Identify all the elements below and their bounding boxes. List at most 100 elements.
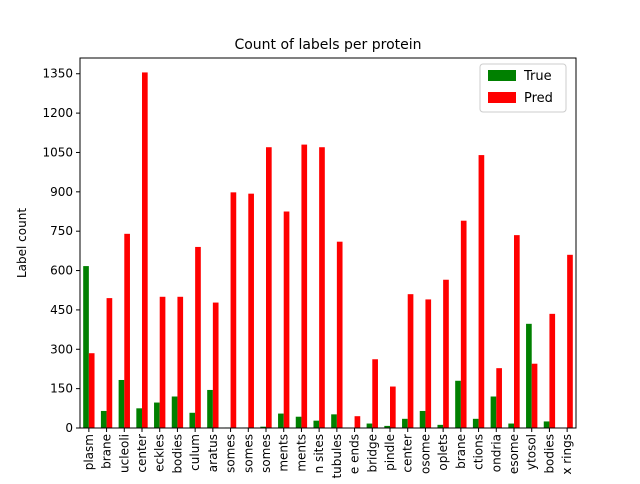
x-tick-label: bridge bbox=[365, 434, 379, 473]
bar-true bbox=[526, 323, 532, 428]
x-tick-label: ments bbox=[294, 434, 308, 472]
x-tick-label: e ends bbox=[348, 434, 362, 474]
x-tick-label: oplets bbox=[436, 434, 450, 471]
bar-pred bbox=[514, 235, 520, 428]
bar-pred bbox=[390, 386, 396, 428]
bar-true bbox=[419, 410, 426, 428]
y-tick-label: 900 bbox=[50, 185, 73, 199]
x-tick-label: somes bbox=[259, 434, 273, 473]
bar-pred bbox=[248, 193, 254, 428]
x-tick-label: osome bbox=[418, 434, 432, 474]
bar-pred bbox=[460, 220, 467, 428]
plot-area: 0 150 300 450 600 750 900 1050 1200 1350 plasm bran… bbox=[42, 57, 577, 479]
bar-pred bbox=[283, 211, 290, 428]
x-tick-label: brane bbox=[100, 434, 114, 469]
x-tick-label: somes bbox=[241, 434, 255, 473]
bar-pred bbox=[88, 353, 95, 428]
y-tick-label: 1050 bbox=[42, 145, 73, 159]
bar-true bbox=[154, 402, 160, 428]
legend: True Pred bbox=[479, 63, 567, 113]
x-tick-label: aratus bbox=[206, 434, 220, 472]
x-tick-label: bodies bbox=[170, 434, 184, 474]
chart-title: Count of labels per protein bbox=[234, 37, 421, 53]
x-tick-label: eckles bbox=[153, 434, 167, 472]
y-tick-label: 600 bbox=[50, 264, 73, 278]
bar-true bbox=[295, 416, 302, 428]
bar-pred bbox=[407, 294, 414, 428]
bar-true bbox=[136, 408, 142, 428]
bar-true bbox=[313, 420, 320, 428]
bar-pred bbox=[319, 147, 325, 428]
x-tick-label: ments bbox=[277, 434, 291, 472]
y-tick-label: 1200 bbox=[42, 106, 73, 120]
series-true bbox=[83, 266, 550, 428]
bar-true bbox=[366, 423, 373, 428]
bar-true bbox=[189, 412, 196, 428]
bar-pred bbox=[106, 298, 113, 428]
bar-true bbox=[118, 379, 125, 428]
bar-true bbox=[171, 396, 178, 428]
x-tick-label: x rings bbox=[560, 434, 574, 475]
legend-label-pred: Pred bbox=[524, 91, 553, 106]
y-tick-label: 1350 bbox=[42, 67, 73, 81]
bar-pred bbox=[531, 363, 538, 428]
y-axis-label: Label count bbox=[15, 208, 29, 278]
series-pred bbox=[88, 72, 573, 429]
bar-true bbox=[455, 380, 461, 428]
x-tick-label: ucleoli bbox=[117, 434, 131, 473]
bar-true bbox=[402, 418, 408, 428]
bar-true bbox=[384, 425, 390, 428]
x-tick-label: center bbox=[135, 434, 149, 473]
bar-pred bbox=[567, 254, 573, 428]
bar-pred bbox=[301, 144, 308, 428]
x-tick-label: brane bbox=[454, 434, 468, 469]
bar-pred bbox=[443, 279, 449, 428]
x-tick-label: ctions bbox=[472, 434, 486, 470]
bar-pred bbox=[354, 416, 361, 428]
x-tick-label: ondria bbox=[489, 434, 503, 472]
bar-pred bbox=[496, 368, 502, 428]
y-tick-label: 150 bbox=[50, 382, 73, 396]
x-tick-label: pindle bbox=[383, 434, 397, 471]
y-tick-label: 0 bbox=[65, 421, 73, 435]
y-tick-label: 450 bbox=[50, 303, 73, 317]
bar-pred bbox=[478, 155, 485, 428]
bar-pred bbox=[549, 313, 556, 428]
y-tick-label: 750 bbox=[50, 224, 73, 238]
bar-pred bbox=[230, 192, 237, 428]
bar-true bbox=[207, 389, 213, 428]
bar-true bbox=[278, 413, 284, 428]
bar-pred bbox=[372, 359, 378, 428]
bar-true bbox=[83, 266, 89, 428]
bar-pred bbox=[142, 72, 148, 429]
bar-true bbox=[331, 414, 337, 428]
legend-swatch-true bbox=[488, 70, 516, 81]
bar-pred bbox=[212, 302, 219, 428]
x-tick-label: bodies bbox=[542, 434, 556, 474]
bar-true bbox=[437, 424, 444, 428]
x-tick-label: plasm bbox=[82, 434, 96, 470]
bar-true bbox=[508, 423, 514, 428]
x-tick-label: n sites bbox=[312, 434, 326, 473]
bar-true bbox=[472, 418, 479, 428]
plot-frame bbox=[79, 57, 577, 429]
x-tick-label: culum bbox=[188, 434, 202, 471]
bar-pred bbox=[124, 233, 130, 428]
x-tick-label: ytosol bbox=[525, 434, 539, 470]
bar-true bbox=[543, 421, 550, 428]
x-tick-label: esome bbox=[507, 434, 521, 474]
bar-pred bbox=[266, 147, 272, 428]
bar-pred bbox=[177, 296, 184, 428]
x-tick-label: center bbox=[401, 434, 415, 473]
legend-swatch-pred bbox=[488, 92, 516, 103]
bar-pred bbox=[425, 299, 432, 428]
x-tick-label: somes bbox=[224, 434, 238, 473]
legend-label-true: True bbox=[523, 69, 552, 84]
bar-true bbox=[490, 396, 497, 428]
x-tick-label: tubules bbox=[330, 434, 344, 479]
bar-true bbox=[260, 426, 266, 428]
bar-true bbox=[100, 410, 107, 428]
y-tick-label: 300 bbox=[50, 342, 73, 356]
